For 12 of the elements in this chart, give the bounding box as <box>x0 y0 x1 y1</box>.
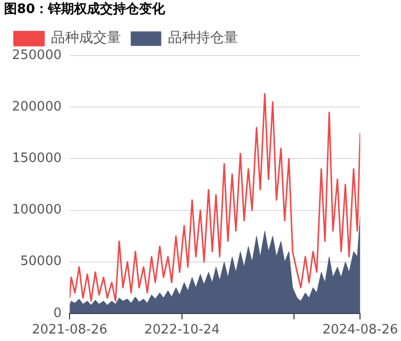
legend-label: 品种成交量 <box>51 30 121 46</box>
y-tick-label: 150000 <box>12 151 62 166</box>
y-tick-label: 0 <box>53 306 62 321</box>
x-tick-label: 2024-08-26 <box>322 322 398 338</box>
legend-label: 品种持仓量 <box>168 30 238 46</box>
y-tick-label: 250000 <box>12 48 62 63</box>
chart-title: 图80：锌期权成交持仓变化 <box>4 1 166 18</box>
y-tick-label: 200000 <box>12 100 62 115</box>
x-tick-label: 2022-10-24 <box>144 322 220 338</box>
x-tick-label: 2021-08-26 <box>32 322 108 338</box>
y-tick-label: 100000 <box>12 202 62 218</box>
y-tick-label: 50000 <box>20 254 62 270</box>
